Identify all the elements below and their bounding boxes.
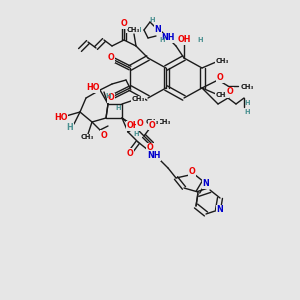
Text: O: O (148, 121, 155, 130)
Text: CH₃: CH₃ (241, 84, 254, 90)
Text: N: N (202, 179, 209, 188)
Text: H: H (197, 37, 203, 43)
Text: OH: OH (126, 122, 140, 130)
Text: H: H (159, 37, 165, 43)
Text: NH: NH (161, 34, 175, 43)
Text: O: O (189, 167, 195, 176)
Text: HO: HO (54, 112, 68, 122)
Text: O: O (127, 148, 134, 158)
Text: HO: HO (86, 83, 100, 92)
Text: H: H (244, 109, 250, 115)
Text: OH: OH (177, 35, 191, 44)
Text: N: N (154, 26, 161, 34)
Text: O: O (136, 119, 143, 128)
Text: CH₃: CH₃ (126, 27, 140, 33)
Text: CH₃: CH₃ (215, 92, 229, 98)
Text: CH₃: CH₃ (131, 96, 145, 102)
Text: N: N (217, 206, 224, 214)
Text: NH: NH (147, 152, 161, 160)
Text: CH₃: CH₃ (146, 119, 159, 125)
Text: O: O (147, 143, 153, 152)
Text: CH₃: CH₃ (215, 58, 229, 64)
Text: O: O (100, 130, 107, 140)
Text: H: H (115, 105, 121, 111)
Text: O: O (108, 53, 114, 62)
Text: O: O (226, 88, 233, 97)
Text: H: H (133, 131, 139, 137)
Text: H: H (149, 17, 155, 23)
Text: CH₃: CH₃ (80, 134, 94, 140)
Text: H: H (135, 27, 141, 33)
Text: O: O (108, 94, 114, 103)
Text: H: H (67, 124, 73, 133)
Text: H: H (105, 93, 111, 99)
Text: O: O (217, 74, 224, 82)
Text: H: H (244, 100, 250, 106)
Text: O: O (121, 20, 128, 28)
Text: CH₃: CH₃ (158, 119, 171, 125)
